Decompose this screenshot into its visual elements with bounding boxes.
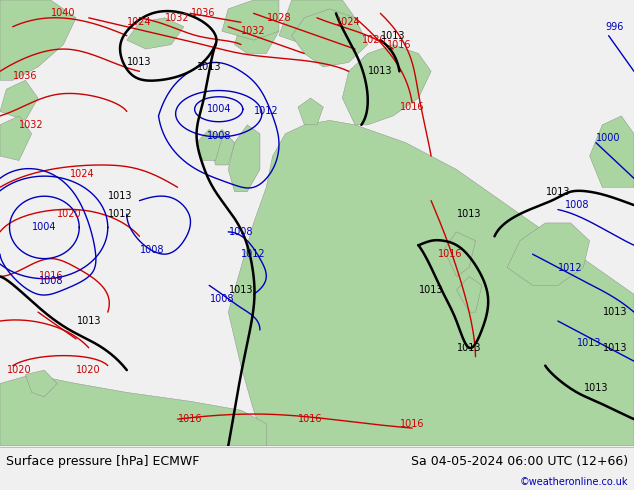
Text: 1040: 1040 [51,8,75,19]
Text: 1013: 1013 [419,285,443,295]
Text: Surface pressure [hPa] ECMWF: Surface pressure [hPa] ECMWF [6,455,200,468]
Polygon shape [507,223,590,285]
Text: 1004: 1004 [32,222,56,232]
Text: 1032: 1032 [165,13,190,23]
Text: 1013: 1013 [578,338,602,348]
Polygon shape [0,80,38,121]
Text: 1016: 1016 [400,418,424,429]
Text: 1008: 1008 [140,245,164,255]
Polygon shape [209,129,235,165]
Text: 1008: 1008 [565,200,589,210]
Text: 1000: 1000 [597,133,621,143]
Polygon shape [0,0,76,80]
Text: 1032: 1032 [20,120,44,130]
Text: 996: 996 [606,22,624,32]
Polygon shape [222,0,279,40]
Text: 1012: 1012 [254,106,278,117]
Polygon shape [0,116,32,161]
Text: 1016: 1016 [387,40,411,49]
Text: 1016: 1016 [299,414,323,424]
Polygon shape [292,9,368,67]
Polygon shape [0,374,266,446]
Text: 1032: 1032 [242,26,266,36]
Text: 1016: 1016 [438,249,462,259]
Text: 1008: 1008 [229,227,253,237]
Polygon shape [127,18,184,49]
Text: 1016: 1016 [39,271,63,281]
Text: 1016: 1016 [400,102,424,112]
Text: 1020: 1020 [362,35,386,45]
Text: 1008: 1008 [207,131,231,141]
Text: 1024: 1024 [337,17,361,27]
Text: 1013: 1013 [77,316,101,326]
Text: 1028: 1028 [267,13,291,23]
Text: 1036: 1036 [13,71,37,81]
Text: 1024: 1024 [70,169,94,179]
Text: 1013: 1013 [197,62,221,72]
Text: 1013: 1013 [127,57,152,68]
Text: 1012: 1012 [108,209,133,219]
Polygon shape [590,116,634,187]
Polygon shape [279,0,355,45]
Text: 1020: 1020 [7,365,31,375]
Text: 1020: 1020 [58,209,82,219]
Text: 1013: 1013 [457,343,481,353]
Text: 1013: 1013 [584,383,608,393]
Text: 1013: 1013 [229,285,253,295]
Polygon shape [235,13,279,53]
Text: 1024: 1024 [127,17,152,27]
Text: 1012: 1012 [242,249,266,259]
Text: 1008: 1008 [39,276,63,286]
Text: 1013: 1013 [108,191,133,201]
Text: Sa 04-05-2024 06:00 UTC (12+66): Sa 04-05-2024 06:00 UTC (12+66) [411,455,628,468]
Text: 1020: 1020 [77,365,101,375]
Text: 1016: 1016 [178,414,202,424]
Text: 1004: 1004 [207,104,231,114]
Polygon shape [228,125,260,192]
Text: 1013: 1013 [603,343,627,353]
Text: 1013: 1013 [546,187,570,197]
Text: 1008: 1008 [210,294,234,304]
Polygon shape [342,45,431,125]
Text: ©weatheronline.co.uk: ©weatheronline.co.uk [519,477,628,487]
Text: 1013: 1013 [368,66,392,76]
Polygon shape [298,98,323,125]
Text: 1012: 1012 [559,263,583,272]
Text: 1013: 1013 [457,209,481,219]
Polygon shape [444,232,476,276]
Text: 1036: 1036 [191,8,215,19]
Polygon shape [228,121,634,446]
Polygon shape [25,370,57,397]
Polygon shape [197,129,222,161]
Text: 1013: 1013 [603,307,627,317]
Text: 1013: 1013 [381,31,405,41]
Polygon shape [456,276,482,312]
